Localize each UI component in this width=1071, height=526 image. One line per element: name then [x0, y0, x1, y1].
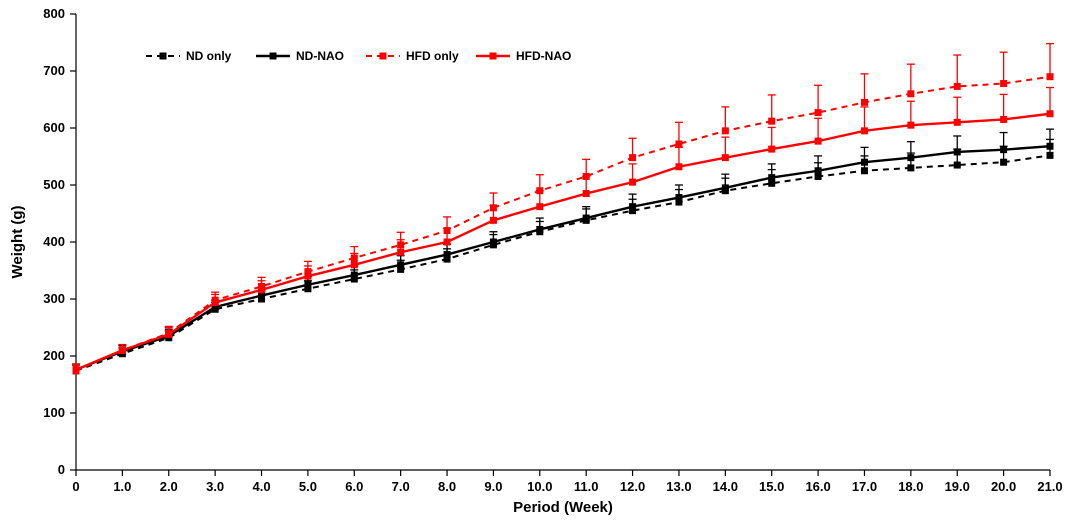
y-tick-label: 700 — [43, 63, 65, 78]
x-tick-label: 16.0 — [805, 479, 830, 494]
y-tick-label: 800 — [43, 6, 65, 21]
y-tick-label: 500 — [43, 177, 65, 192]
x-tick-label: 21.0 — [1037, 479, 1062, 494]
x-tick-label: 5.0 — [299, 479, 317, 494]
x-tick-label: 17.0 — [852, 479, 877, 494]
x-tick-label: 2.0 — [160, 479, 178, 494]
x-tick-label: 6.0 — [345, 479, 363, 494]
legend-item-label: ND only — [186, 49, 232, 63]
weight-chart: 0 100 200 300 400 500 600 700 800 0 1.0 2.0 3.0 4.0 5.… — [0, 0, 1071, 526]
legend-item-label: HFD-NAO — [516, 49, 571, 63]
y-tick-label: 200 — [43, 348, 65, 363]
legend-item-label: HFD only — [406, 49, 459, 63]
legend-item-label: ND-NAO — [296, 49, 344, 63]
y-tick-label: 300 — [43, 291, 65, 306]
x-tick-label: 1.0 — [113, 479, 131, 494]
x-tick-label: 11.0 — [574, 479, 599, 494]
x-tick-label: 13.0 — [666, 479, 691, 494]
x-tick-label: 20.0 — [991, 479, 1016, 494]
x-tick-label: 3.0 — [206, 479, 224, 494]
chart-svg: 0 100 200 300 400 500 600 700 800 0 1.0 2.0 3.0 4.0 5.… — [0, 0, 1071, 526]
x-tick-label: 0 — [72, 479, 79, 494]
x-tick-label: 18.0 — [898, 479, 923, 494]
x-axis-label: Period (Week) — [513, 499, 613, 516]
x-tick-label: 12.0 — [620, 479, 645, 494]
x-tick-label: 8.0 — [438, 479, 456, 494]
x-tick-label: 9.0 — [484, 479, 502, 494]
y-tick-label: 0 — [58, 462, 65, 477]
y-axis-label: Weight (g) — [9, 205, 26, 278]
x-tick-label: 10.0 — [527, 479, 552, 494]
x-tick-label: 7.0 — [392, 479, 410, 494]
y-tick-label: 400 — [43, 234, 65, 249]
y-tick-label: 100 — [43, 405, 65, 420]
x-tick-label: 14.0 — [713, 479, 738, 494]
y-tick-label: 600 — [43, 120, 65, 135]
x-tick-label: 19.0 — [945, 479, 970, 494]
x-tick-label: 15.0 — [759, 479, 784, 494]
x-tick-label: 4.0 — [252, 479, 270, 494]
